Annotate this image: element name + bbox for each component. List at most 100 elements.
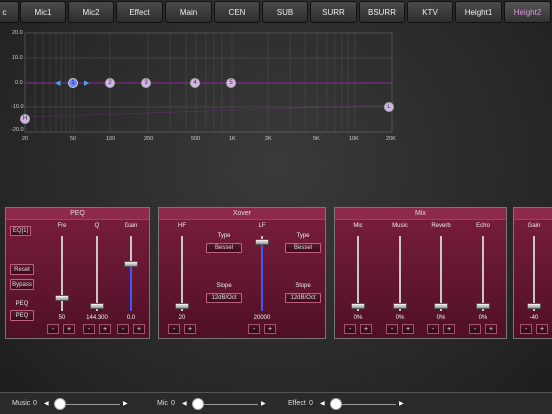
music-mix-value: 0% xyxy=(395,315,405,321)
reverb-mix-slider-track[interactable] xyxy=(440,236,442,311)
music-volume-right-icon[interactable]: ▶ xyxy=(123,401,128,407)
q-plus-button[interactable]: + xyxy=(99,324,111,334)
mic-volume-left-icon[interactable]: ◀ xyxy=(182,401,187,407)
tab-bsurr[interactable]: BSURR xyxy=(359,1,405,23)
channel-tab-bar: c Mic1 Mic2 Effect Main CEN SUB SURR BSU… xyxy=(0,0,552,24)
effect-volume-knob[interactable] xyxy=(330,398,342,410)
output-gain-plus-button[interactable]: + xyxy=(536,324,548,334)
output-gain-slider-track[interactable] xyxy=(533,236,535,311)
mic-mix-plus-button[interactable]: + xyxy=(360,324,372,334)
reverb-mix-slider-knob[interactable] xyxy=(434,303,448,309)
fre-plus-button[interactable]: + xyxy=(63,324,75,334)
tab-mic2[interactable]: Mic2 xyxy=(68,1,114,23)
echo-mix-slider-knob[interactable] xyxy=(476,303,490,309)
hf-slope-label: Slope xyxy=(216,283,232,289)
mic-volume-knob[interactable] xyxy=(192,398,204,410)
hf-type-select[interactable]: Bessel xyxy=(206,243,242,253)
fre-slider-track[interactable] xyxy=(61,236,63,311)
eq-grid xyxy=(24,32,393,133)
lf-type-label: Type xyxy=(296,233,310,239)
mic-mix-minus-button[interactable]: - xyxy=(344,324,356,334)
mic-mix-slider-track[interactable] xyxy=(357,236,359,311)
tab-c[interactable]: c xyxy=(0,1,19,23)
eq-point-2[interactable]: 2 xyxy=(105,78,115,88)
eq-point-4[interactable]: 4 xyxy=(190,78,200,88)
eq-point-h[interactable]: H xyxy=(20,114,30,124)
output-gain-panel: Gain -40 - + xyxy=(513,207,552,339)
tab-effect[interactable]: Effect xyxy=(116,1,163,23)
reset-button[interactable]: Reset xyxy=(10,264,34,275)
music-mix-slider-knob[interactable] xyxy=(393,303,407,309)
gain-slider-knob[interactable] xyxy=(124,261,138,267)
tab-mic1[interactable]: Mic1 xyxy=(20,1,66,23)
music-mix-plus-button[interactable]: + xyxy=(402,324,414,334)
tab-height1[interactable]: Height1 xyxy=(455,1,502,23)
lf-type-select[interactable]: Bessel xyxy=(285,243,321,253)
gain-header: Gain xyxy=(124,223,138,229)
output-gain-header: Gain xyxy=(527,223,541,229)
tab-ktv[interactable]: KTV xyxy=(407,1,453,23)
lf-slope-select[interactable]: 12dB/Oct xyxy=(285,293,321,303)
music-volume-left-icon[interactable]: ◀ xyxy=(44,401,49,407)
fre-minus-button[interactable]: - xyxy=(47,324,59,334)
peq-button[interactable]: PEQ xyxy=(10,310,34,321)
eq-point-3[interactable]: 3 xyxy=(141,78,151,88)
y-label-0: 0.0 xyxy=(15,80,23,86)
echo-header: Echo xyxy=(476,223,490,229)
lf-slider-knob[interactable] xyxy=(255,239,269,245)
gain-plus-button[interactable]: + xyxy=(133,324,145,334)
output-gain-minus-button[interactable]: - xyxy=(520,324,532,334)
eq-point-5[interactable]: 5 xyxy=(226,78,236,88)
lf-minus-button[interactable]: - xyxy=(248,324,260,334)
x-label-20: 20 xyxy=(22,136,29,142)
fre-slider-knob[interactable] xyxy=(55,295,69,301)
effect-volume-slider[interactable] xyxy=(330,404,396,405)
mic-mix-slider-knob[interactable] xyxy=(351,303,365,309)
tab-surr[interactable]: SURR xyxy=(310,1,357,23)
q-minus-button[interactable]: - xyxy=(83,324,95,334)
gain-minus-button[interactable]: - xyxy=(117,324,129,334)
point-left-arrow-icon[interactable]: ◀ xyxy=(55,80,61,87)
echo-mix-slider-track[interactable] xyxy=(482,236,484,311)
hf-plus-button[interactable]: + xyxy=(184,324,196,334)
hf-type-label: Type xyxy=(217,233,231,239)
mic-volume-label: Mic xyxy=(157,400,168,407)
tab-height2[interactable]: Height2 xyxy=(504,1,551,23)
mix-title: Mix xyxy=(335,208,506,220)
effect-volume-right-icon[interactable]: ▶ xyxy=(399,401,404,407)
reverb-mix-plus-button[interactable]: + xyxy=(443,324,455,334)
eq-graph[interactable]: 20.0 10.0 0.0 -10.0 -20.0 20 50 100 200 … xyxy=(0,26,552,148)
y-label-minus20: -20.0 xyxy=(11,127,24,133)
output-gain-slider-knob[interactable] xyxy=(527,303,541,309)
hf-minus-button[interactable]: - xyxy=(168,324,180,334)
music-mix-slider-track[interactable] xyxy=(399,236,401,311)
lf-slope-label: Slope xyxy=(295,283,311,289)
reverb-mix-minus-button[interactable]: - xyxy=(427,324,439,334)
hf-slider-knob[interactable] xyxy=(175,303,189,309)
eq-point-1[interactable]: 1 xyxy=(68,78,78,88)
music-mix-minus-button[interactable]: - xyxy=(386,324,398,334)
echo-mix-minus-button[interactable]: - xyxy=(469,324,481,334)
hf-slider-track[interactable] xyxy=(181,236,183,311)
tab-main[interactable]: Main xyxy=(165,1,212,23)
eq-select-button[interactable]: EQ[1] xyxy=(10,226,31,236)
music-volume-value: 0 xyxy=(33,400,37,407)
peq-title: PEQ xyxy=(6,208,149,220)
q-slider-track[interactable] xyxy=(96,236,98,311)
tab-cen[interactable]: CEN xyxy=(214,1,260,23)
effect-volume-left-icon[interactable]: ◀ xyxy=(320,401,325,407)
q-slider-knob[interactable] xyxy=(90,303,104,309)
music-volume-slider[interactable] xyxy=(54,404,120,405)
point-right-arrow-icon[interactable]: ▶ xyxy=(84,80,90,87)
mic-volume-right-icon[interactable]: ▶ xyxy=(261,401,266,407)
music-volume-knob[interactable] xyxy=(54,398,66,410)
mic-volume-slider[interactable] xyxy=(192,404,258,405)
bypass-button[interactable]: Bypass xyxy=(10,279,34,290)
xover-panel: Xover HF LF Type Bessel Type Bessel Slop… xyxy=(158,207,326,339)
hf-slope-select[interactable]: 12dB/Oct xyxy=(206,293,242,303)
eq-point-l[interactable]: L xyxy=(384,102,394,112)
lf-plus-button[interactable]: + xyxy=(264,324,276,334)
tab-sub[interactable]: SUB xyxy=(262,1,308,23)
echo-mix-plus-button[interactable]: + xyxy=(485,324,497,334)
bottom-volume-bar: Music 0 ◀ ▶ Mic 0 ◀ ▶ Effect 0 ◀ ▶ xyxy=(0,392,552,414)
